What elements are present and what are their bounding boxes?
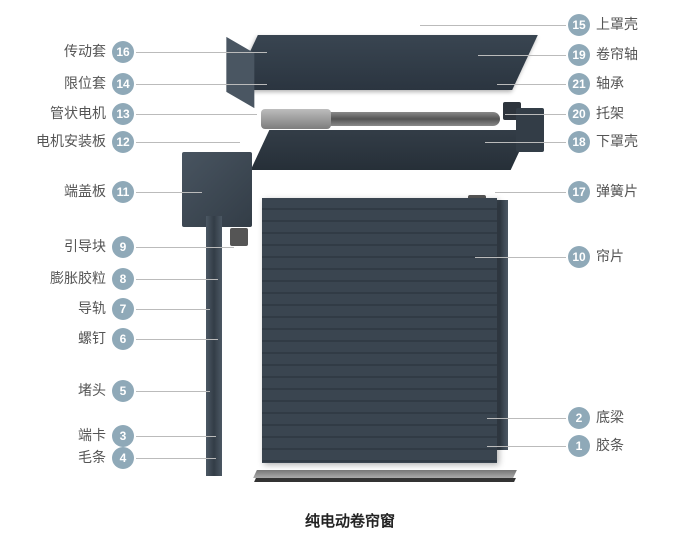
badge-8: 8 xyxy=(112,268,134,290)
leader-line xyxy=(478,55,566,56)
part-lower-cover xyxy=(251,130,530,170)
badge-20: 20 xyxy=(568,103,590,125)
badge-19: 19 xyxy=(568,44,590,66)
label-14: 限位套 xyxy=(64,73,106,93)
label-19: 卷帘轴 xyxy=(596,44,638,64)
badge-9: 9 xyxy=(112,236,134,258)
part-upper-cover xyxy=(232,35,538,90)
badge-3: 3 xyxy=(112,425,134,447)
badge-15: 15 xyxy=(568,14,590,36)
badge-5: 5 xyxy=(112,380,134,402)
leader-line xyxy=(136,192,202,193)
label-7: 导轨 xyxy=(78,298,106,318)
badge-16: 16 xyxy=(112,41,134,63)
label-16: 传动套 xyxy=(64,41,106,61)
label-9: 引导块 xyxy=(64,236,106,256)
label-1: 胶条 xyxy=(596,435,624,455)
part-rubber-strip xyxy=(254,478,516,482)
part-bottom-beam xyxy=(253,470,517,478)
leader-line xyxy=(136,279,218,280)
label-17: 弹簧片 xyxy=(596,181,638,201)
label-5: 堵头 xyxy=(78,380,106,400)
leader-line xyxy=(136,84,267,85)
badge-7: 7 xyxy=(112,298,134,320)
label-13: 管状电机 xyxy=(50,103,106,123)
label-18: 下罩壳 xyxy=(596,131,638,151)
badge-17: 17 xyxy=(568,181,590,203)
badge-18: 18 xyxy=(568,131,590,153)
leader-line xyxy=(487,446,566,447)
label-8: 膨胀胶粒 xyxy=(50,268,106,288)
badge-2: 2 xyxy=(568,407,590,429)
label-21: 轴承 xyxy=(596,73,624,93)
leader-line xyxy=(485,142,566,143)
leader-line xyxy=(136,309,210,310)
badge-21: 21 xyxy=(568,73,590,95)
leader-line xyxy=(487,418,566,419)
leader-line xyxy=(136,114,257,115)
badge-4: 4 xyxy=(112,447,134,469)
leader-line xyxy=(136,339,218,340)
badge-11: 11 xyxy=(112,181,134,203)
label-3: 端卡 xyxy=(78,425,106,445)
badge-12: 12 xyxy=(112,131,134,153)
leader-line xyxy=(495,192,566,193)
label-6: 螺钉 xyxy=(78,328,106,348)
leader-line xyxy=(136,391,210,392)
label-12: 电机安装板 xyxy=(36,131,106,151)
leader-line xyxy=(136,52,267,53)
label-10: 帘片 xyxy=(596,246,624,266)
leader-line xyxy=(505,114,566,115)
label-20: 托架 xyxy=(596,103,624,123)
part-guide-rail-left xyxy=(206,216,222,476)
leader-line xyxy=(497,84,566,85)
part-curtain-slats xyxy=(262,198,497,463)
badge-10: 10 xyxy=(568,246,590,268)
leader-line xyxy=(136,142,240,143)
badge-14: 14 xyxy=(112,73,134,95)
badge-13: 13 xyxy=(112,103,134,125)
diagram-stage: 传动套16限位套14管状电机13电机安装板12端盖板11引导块9膨胀胶粒8导轨7… xyxy=(0,0,700,539)
label-2: 底梁 xyxy=(596,407,624,427)
label-11: 端盖板 xyxy=(64,181,106,201)
leader-line xyxy=(420,25,566,26)
badge-6: 6 xyxy=(112,328,134,350)
leader-line xyxy=(136,247,234,248)
leader-line xyxy=(475,257,566,258)
diagram-title: 纯电动卷帘窗 xyxy=(0,510,700,531)
part-tube-motor xyxy=(261,109,331,129)
leader-line xyxy=(136,458,216,459)
leader-line xyxy=(136,436,216,437)
label-4: 毛条 xyxy=(78,447,106,467)
badge-1: 1 xyxy=(568,435,590,457)
part-guide-block-l xyxy=(230,228,248,246)
label-15: 上罩壳 xyxy=(596,14,638,34)
